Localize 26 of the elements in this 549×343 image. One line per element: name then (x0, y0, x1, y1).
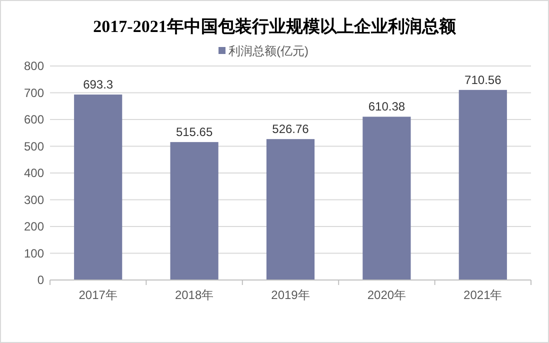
bar (266, 139, 315, 280)
data-label: 710.56 (464, 72, 502, 87)
x-tick-label: 2021年 (464, 288, 502, 302)
y-tick-label: 700 (24, 86, 44, 100)
bar (74, 94, 122, 280)
x-tick-label: 2019年 (271, 288, 310, 302)
data-label: 526.76 (272, 122, 310, 136)
y-tick-label: 600 (24, 112, 44, 126)
bar (170, 142, 218, 280)
y-tick-label: 800 (24, 59, 44, 73)
y-tick-label: 400 (24, 166, 44, 180)
y-tick-label: 200 (24, 220, 44, 234)
y-tick-label: 0 (37, 273, 44, 287)
legend-label: 利润总额(亿元) (228, 44, 308, 58)
data-label: 515.65 (176, 125, 213, 140)
y-tick-label: 100 (24, 246, 44, 260)
y-tick-label: 300 (24, 192, 44, 207)
x-tick-label: 2020年 (367, 288, 406, 302)
chart-title: 2017-2021年中国包装行业规模以上企业利润总额 (93, 17, 457, 36)
data-label: 610.38 (368, 100, 406, 114)
bar (458, 90, 507, 280)
y-tick-label: 500 (24, 139, 44, 154)
data-label: 693.3 (83, 78, 114, 92)
bar (362, 116, 411, 280)
x-tick-label: 2018年 (174, 288, 214, 302)
x-tick-label: 2017年 (78, 288, 118, 302)
